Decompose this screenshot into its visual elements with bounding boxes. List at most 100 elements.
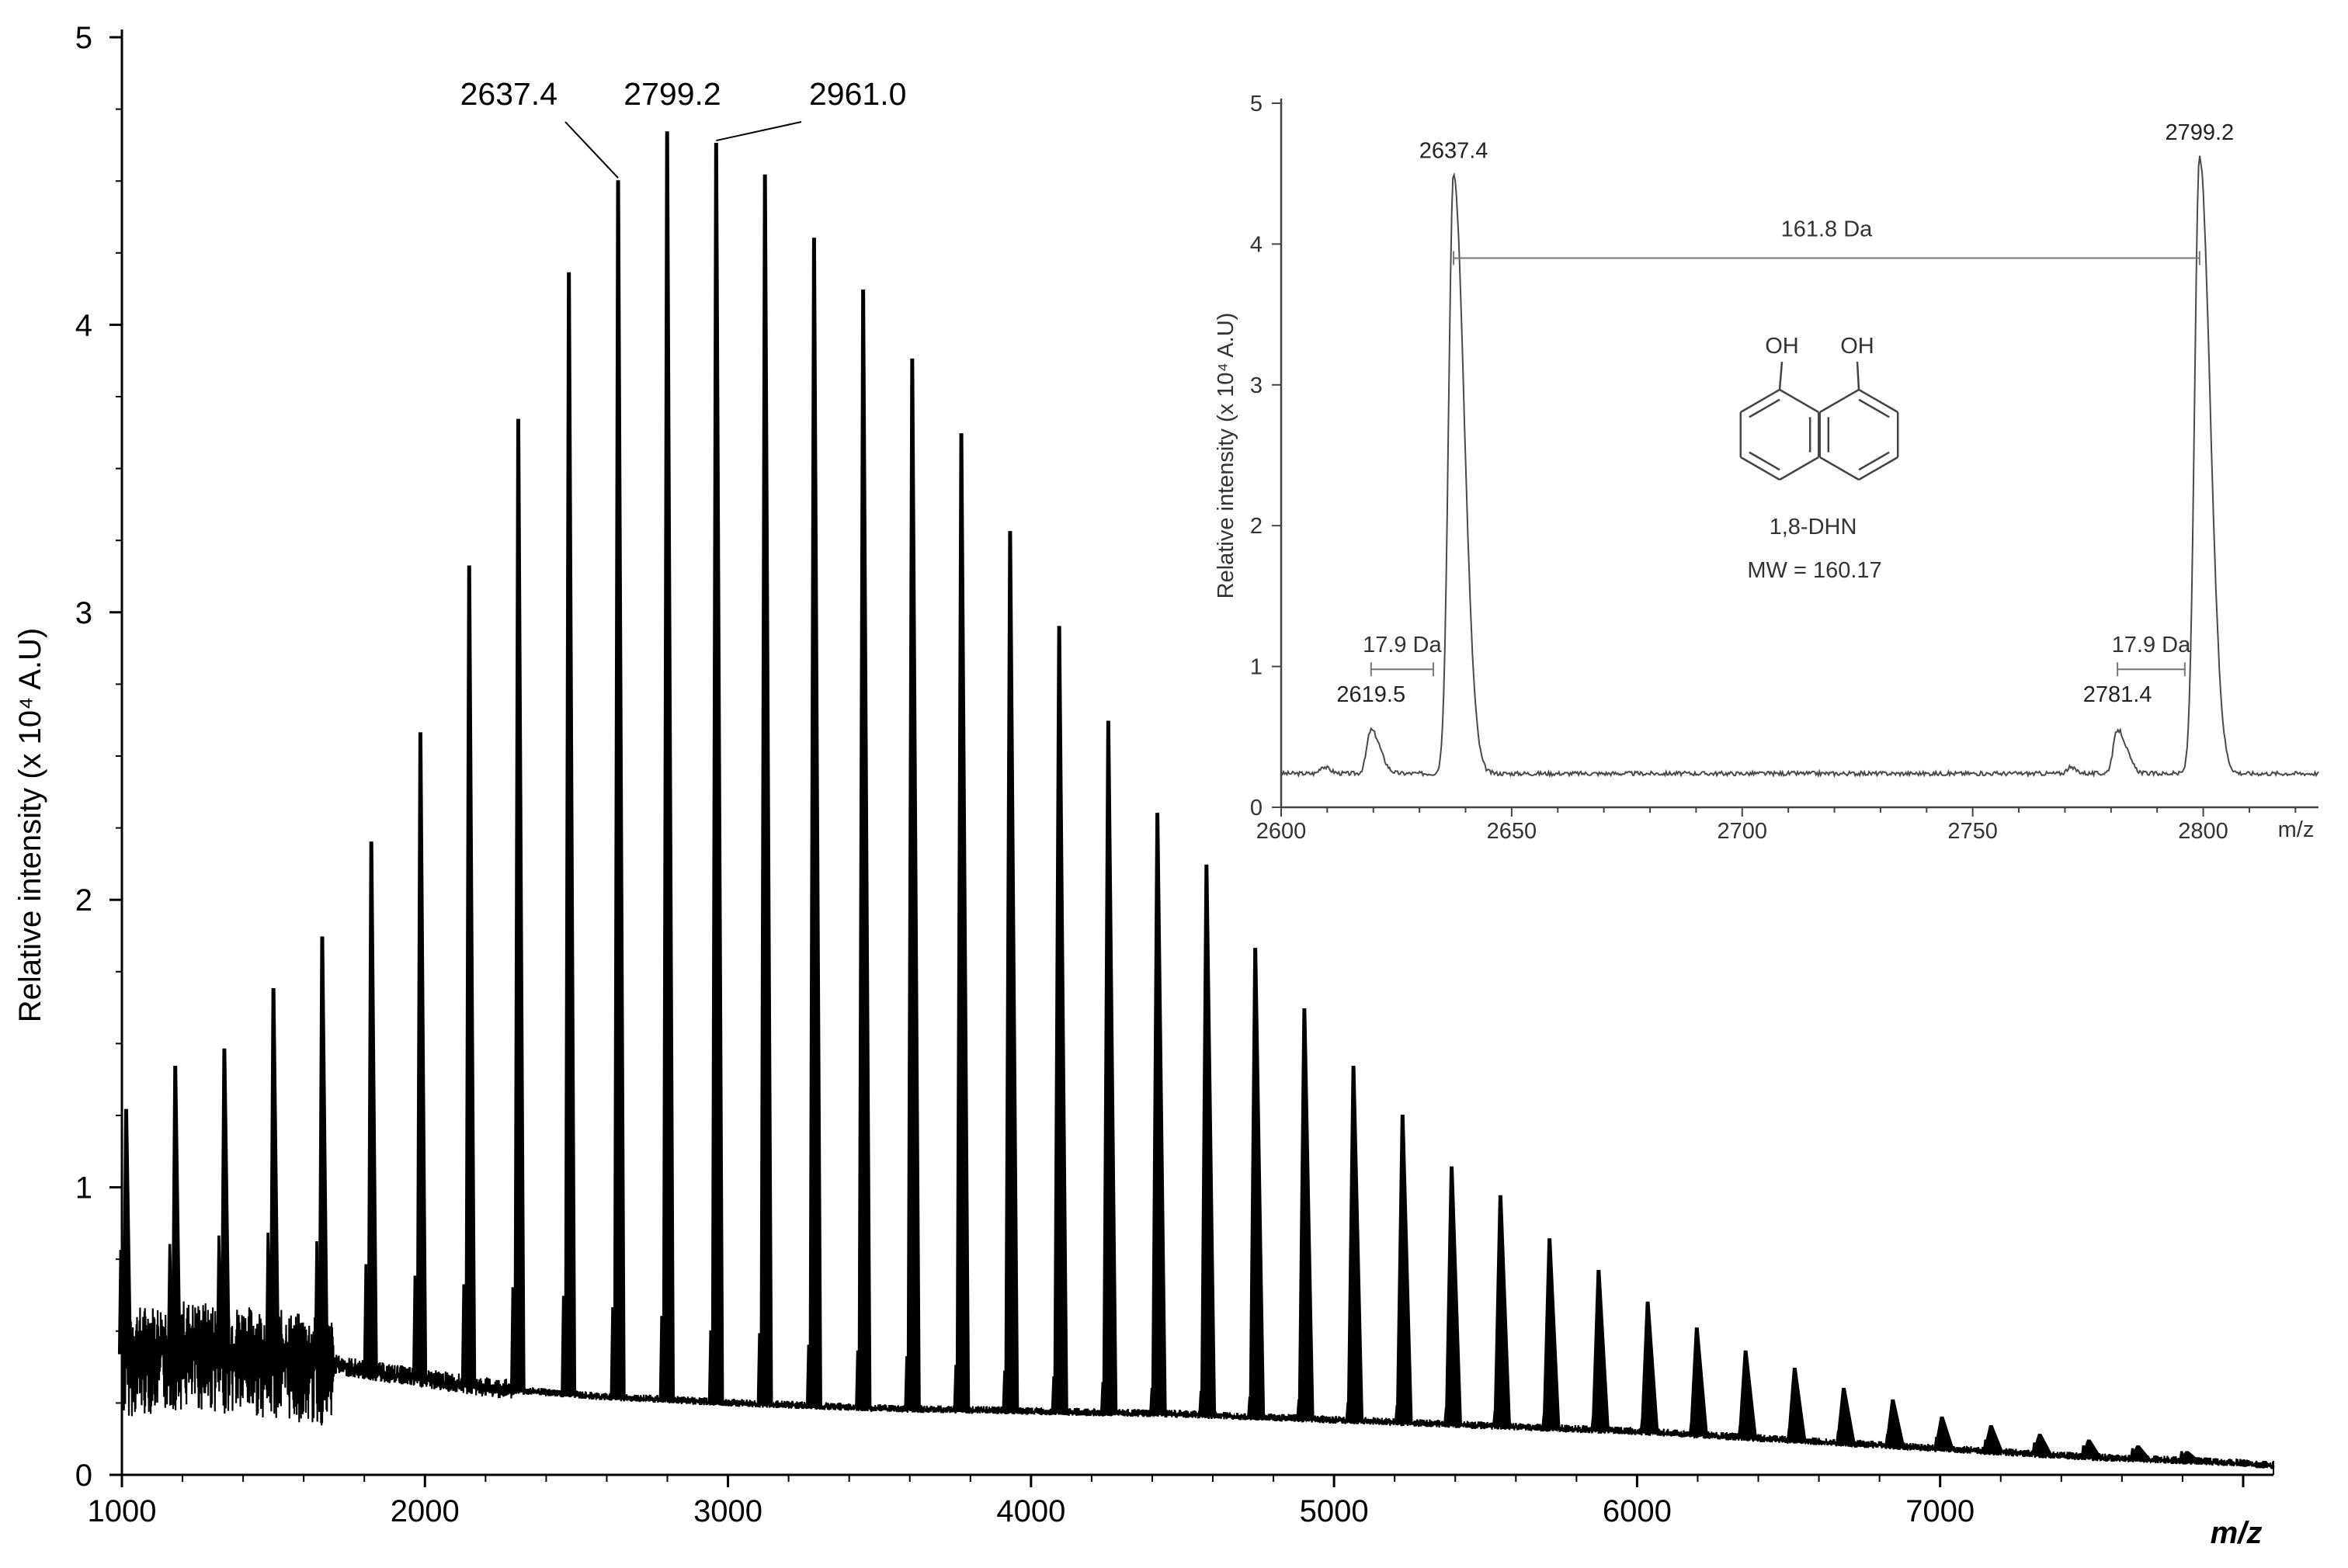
main-y-tick-label: 0 bbox=[75, 1459, 92, 1493]
main-peak-leader-line bbox=[716, 121, 802, 142]
main-peak bbox=[613, 180, 626, 1399]
main-peak-leader-line bbox=[564, 121, 619, 179]
main-y-tick-label: 3 bbox=[75, 596, 92, 630]
main-plot: 0 1 2 3 4 5 1000 2000 3000 4000 5000 6000 7000 2637.… bbox=[13, 21, 2275, 1550]
inset-y-tick-label: 4 bbox=[1250, 232, 1263, 257]
main-minor-peak bbox=[1933, 1436, 1941, 1450]
main-minor-peak bbox=[561, 1296, 568, 1396]
inset-plot: 0 1 2 3 4 5 2600 2650 2700 2750 2800 2619.5 2637.4 2… bbox=[1214, 92, 2319, 844]
ring-bond bbox=[1779, 456, 1819, 481]
main-peak bbox=[1346, 1066, 1364, 1422]
main-peak bbox=[857, 289, 872, 1410]
main-peak bbox=[1053, 626, 1068, 1414]
main-peak bbox=[564, 272, 577, 1396]
main-minor-peak bbox=[265, 1232, 273, 1355]
main-peak bbox=[1738, 1350, 1757, 1439]
inset-peak-label: 2619.5 bbox=[1336, 682, 1405, 707]
main-peak bbox=[513, 418, 526, 1392]
main-peak bbox=[1836, 1387, 1856, 1445]
main-minor-peak bbox=[707, 1330, 715, 1403]
main-minor-peak bbox=[1590, 1416, 1598, 1431]
oh-label-right: OH bbox=[1840, 334, 1874, 359]
main-peak bbox=[171, 1066, 182, 1348]
inset-y-axis-label: Relative intensity (x 10⁴ A.U) bbox=[1214, 313, 1238, 599]
ring-bond bbox=[1740, 456, 1780, 481]
main-peak bbox=[1297, 1008, 1315, 1421]
main-peak bbox=[318, 936, 329, 1365]
main-x-tick-label: 6000 bbox=[1603, 1494, 1672, 1528]
main-peak bbox=[1542, 1238, 1561, 1430]
main-minor-peak bbox=[1198, 1390, 1205, 1417]
main-peak bbox=[1444, 1166, 1463, 1426]
inset-interval-label: 17.9 Da bbox=[1363, 633, 1442, 657]
main-peak bbox=[220, 1048, 231, 1351]
main-peak bbox=[1982, 1425, 2004, 1453]
ring-bond bbox=[1858, 388, 1898, 414]
inset-x-axis-label: m/z bbox=[2278, 817, 2315, 842]
oh-bond bbox=[1856, 361, 1860, 390]
main-peak bbox=[1102, 720, 1118, 1414]
inset-peak-label: 2637.4 bbox=[1419, 139, 1488, 164]
main-minor-peak bbox=[610, 1307, 617, 1399]
main-minor-peak bbox=[363, 1264, 370, 1373]
main-peak bbox=[808, 238, 822, 1407]
oh-bond bbox=[1778, 361, 1784, 390]
main-peak bbox=[710, 143, 724, 1403]
main-y-tick-label: 1 bbox=[75, 1171, 92, 1205]
main-peak bbox=[1200, 864, 1217, 1417]
main-peak bbox=[1395, 1115, 1413, 1424]
inset-y-tick-label: 2 bbox=[1250, 514, 1263, 539]
compound-mw: MW = 160.17 bbox=[1747, 558, 1881, 583]
main-peak bbox=[1591, 1270, 1610, 1431]
main-minor-peak bbox=[460, 1284, 468, 1387]
inset-peak-label: 2781.4 bbox=[2083, 682, 2152, 707]
main-peak bbox=[464, 565, 477, 1387]
main-minor-peak bbox=[756, 1333, 764, 1406]
main-minor-peak bbox=[1639, 1419, 1647, 1434]
main-x-tick-label: 2000 bbox=[391, 1494, 460, 1528]
main-x-tick-label: 7000 bbox=[1905, 1494, 1975, 1528]
ring-bond bbox=[1819, 456, 1860, 481]
main-x-tick-label: 1000 bbox=[88, 1494, 157, 1528]
main-peak-label: 2799.2 bbox=[623, 76, 721, 112]
main-peak bbox=[269, 988, 280, 1355]
naphthalene-ring-icon bbox=[1739, 361, 1899, 481]
inset-y-tick-label: 1 bbox=[1250, 655, 1263, 680]
main-peak bbox=[415, 732, 428, 1380]
main-minor-peak bbox=[314, 1240, 321, 1365]
main-x-axis-label: m/z bbox=[2211, 1516, 2263, 1550]
main-minor-peak bbox=[658, 1316, 666, 1401]
main-x-tick-label: 5000 bbox=[1300, 1494, 1369, 1528]
inset-interval-label: 17.9 Da bbox=[2112, 633, 2191, 657]
main-spectrum bbox=[117, 131, 2275, 1469]
main-minor-peak bbox=[1786, 1428, 1794, 1441]
main-minor-peak bbox=[1688, 1422, 1696, 1436]
main-minor-peak bbox=[953, 1365, 960, 1411]
main-minor-peak bbox=[1051, 1376, 1058, 1414]
inset-y-tick-label: 0 bbox=[1250, 796, 1263, 820]
main-minor-peak bbox=[1149, 1387, 1156, 1415]
main-y-axis-label: Relative intensity (x 10⁴ A.U) bbox=[13, 628, 47, 1023]
main-minor-peak bbox=[167, 1244, 174, 1348]
oh-label-left: OH bbox=[1765, 334, 1799, 359]
main-y-tick-label: 2 bbox=[75, 883, 92, 918]
main-peak bbox=[2031, 1434, 2053, 1455]
main-minor-peak bbox=[1394, 1405, 1402, 1424]
main-minor-peak bbox=[216, 1235, 223, 1351]
main-y-tick-label: 4 bbox=[75, 308, 92, 342]
inset-x-tick-label: 2650 bbox=[1487, 819, 1537, 844]
main-peak bbox=[1689, 1327, 1708, 1436]
inset-y-tick-label: 5 bbox=[1250, 92, 1263, 116]
ring-double-bond bbox=[1858, 451, 1890, 471]
ring-double-bond bbox=[1749, 398, 1780, 418]
inset-x-tick-label: 2600 bbox=[1256, 819, 1307, 844]
main-minor-peak bbox=[904, 1356, 911, 1410]
inset-interval-label: 161.8 Da bbox=[1781, 217, 1874, 242]
main-minor-peak bbox=[1982, 1439, 1990, 1453]
main-minor-peak bbox=[1835, 1431, 1843, 1445]
main-minor-peak bbox=[2129, 1448, 2137, 1461]
main-minor-peak bbox=[1099, 1382, 1107, 1414]
main-minor-peak bbox=[1492, 1410, 1499, 1428]
